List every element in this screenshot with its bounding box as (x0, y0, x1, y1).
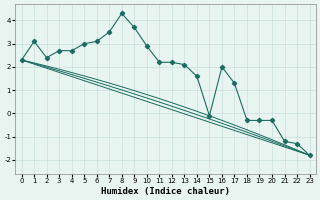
X-axis label: Humidex (Indice chaleur): Humidex (Indice chaleur) (101, 187, 230, 196)
